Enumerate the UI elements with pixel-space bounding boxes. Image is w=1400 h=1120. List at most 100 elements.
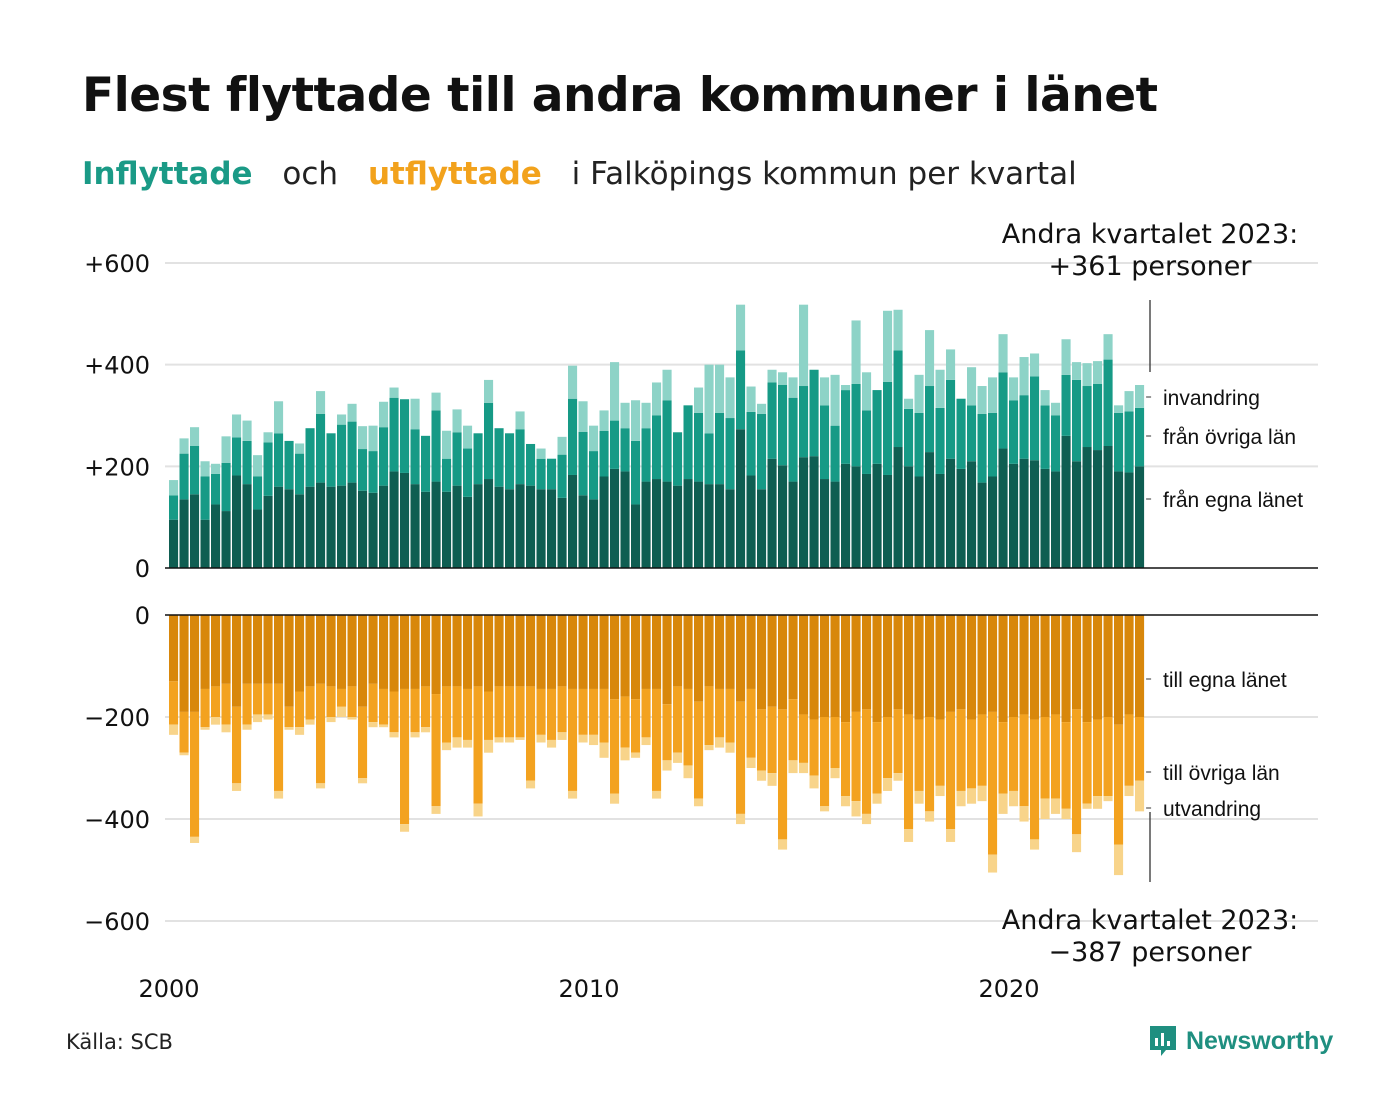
bar-out-utvandring xyxy=(757,770,767,781)
bar-out-egna-lanet xyxy=(421,615,431,687)
bar-in-egna-lanet xyxy=(1030,460,1040,568)
bar-out-egna-lanet xyxy=(967,615,977,720)
bar-out-ovriga-lan xyxy=(610,699,620,794)
bar-out-ovriga-lan xyxy=(358,706,368,779)
bar-out-ovriga-lan xyxy=(673,686,683,753)
bar-in-egna-lanet xyxy=(935,473,945,568)
bar-out-utvandring xyxy=(820,806,830,812)
bar-in-egna-lanet xyxy=(337,485,347,568)
bar-in-invandring xyxy=(998,334,1008,373)
bar-in-ovriga-lan xyxy=(284,440,294,490)
bar-out-utvandring xyxy=(442,742,452,751)
bar-in-egna-lanet xyxy=(809,456,819,568)
bar-in-egna-lanet xyxy=(694,481,704,568)
bar-in-invandring xyxy=(725,377,735,419)
bar-in-ovriga-lan xyxy=(809,369,819,457)
bar-in-egna-lanet xyxy=(746,475,756,568)
bar-out-ovriga-lan xyxy=(379,688,389,725)
y-tick-label-top: +600 xyxy=(84,250,150,278)
bar-out-utvandring xyxy=(452,737,462,748)
bar-in-egna-lanet xyxy=(263,495,273,568)
bar-out-utvandring xyxy=(568,790,578,799)
bar-in-invandring xyxy=(631,400,641,441)
bar-in-ovriga-lan xyxy=(221,462,231,512)
bar-out-utvandring xyxy=(1040,798,1050,819)
bar-out-egna-lanet xyxy=(578,615,588,689)
bar-out-ovriga-lan xyxy=(1082,722,1092,804)
bar-in-egna-lanet xyxy=(967,461,977,568)
y-tick-label-bottom: −200 xyxy=(84,704,150,732)
bar-out-ovriga-lan xyxy=(914,719,924,791)
bar-in-egna-lanet xyxy=(946,458,956,568)
bar-in-invandring xyxy=(1051,402,1061,416)
bar-out-egna-lanet xyxy=(253,615,263,684)
bar-out-egna-lanet xyxy=(872,615,882,723)
bar-in-ovriga-lan xyxy=(242,440,252,485)
bar-out-ovriga-lan xyxy=(1019,714,1029,807)
bar-out-utvandring xyxy=(988,854,998,873)
bar-in-invandring xyxy=(788,377,798,398)
bar-out-ovriga-lan xyxy=(190,711,200,837)
bar-in-invandring xyxy=(389,387,399,398)
bar-out-egna-lanet xyxy=(977,615,987,715)
bar-in-invandring xyxy=(925,330,935,387)
bar-in-invandring xyxy=(442,430,452,459)
bar-out-egna-lanet xyxy=(851,615,861,712)
bar-out-ovriga-lan xyxy=(337,688,347,707)
bar-out-ovriga-lan xyxy=(389,691,399,733)
bar-in-ovriga-lan xyxy=(1019,395,1029,459)
bar-out-ovriga-lan xyxy=(736,701,746,814)
bar-in-egna-lanet xyxy=(557,497,567,568)
bar-out-utvandring xyxy=(242,724,252,730)
bar-out-utvandring xyxy=(914,790,924,804)
bar-in-egna-lanet xyxy=(232,475,242,568)
bar-out-ovriga-lan xyxy=(179,711,189,753)
bar-in-ovriga-lan xyxy=(620,428,630,472)
bar-out-utvandring xyxy=(421,727,431,733)
bar-in-ovriga-lan xyxy=(872,390,882,464)
bar-in-invandring xyxy=(694,387,704,413)
bar-in-invandring xyxy=(179,438,189,454)
bar-out-utvandring xyxy=(925,811,935,822)
bar-out-ovriga-lan xyxy=(431,694,441,807)
bar-in-invandring xyxy=(662,369,672,401)
bar-in-egna-lanet xyxy=(400,472,410,568)
bar-in-egna-lanet xyxy=(347,482,357,568)
bar-in-ovriga-lan xyxy=(358,449,368,491)
bar-in-ovriga-lan xyxy=(1040,405,1050,469)
bar-out-utvandring xyxy=(746,757,756,768)
bar-in-invandring xyxy=(463,425,473,449)
bar-in-ovriga-lan xyxy=(169,495,179,520)
bar-in-egna-lanet xyxy=(704,484,714,568)
bar-out-utvandring xyxy=(179,752,189,756)
bar-in-egna-lanet xyxy=(190,494,200,568)
bar-out-utvandring xyxy=(200,727,210,730)
bar-in-egna-lanet xyxy=(904,466,914,568)
bar-in-invandring xyxy=(200,461,210,477)
bar-in-ovriga-lan xyxy=(988,412,998,477)
bar-out-egna-lanet xyxy=(463,615,473,689)
bar-in-egna-lanet xyxy=(841,463,851,568)
bar-out-utvandring xyxy=(610,793,620,804)
subtitle-inflyttade: Inflyttade xyxy=(82,156,253,192)
bar-out-ovriga-lan xyxy=(1051,714,1061,799)
bar-out-egna-lanet xyxy=(389,615,399,692)
bar-out-egna-lanet xyxy=(505,615,515,687)
bar-out-utvandring xyxy=(221,724,231,733)
bar-in-egna-lanet xyxy=(767,458,777,568)
bar-in-ovriga-lan xyxy=(295,453,305,495)
bar-in-ovriga-lan xyxy=(1114,412,1124,472)
bar-in-invandring xyxy=(1103,334,1113,360)
bar-out-egna-lanet xyxy=(914,615,924,720)
bar-out-ovriga-lan xyxy=(263,683,273,715)
bar-out-ovriga-lan xyxy=(757,709,767,771)
bar-out-egna-lanet xyxy=(893,615,903,710)
bar-out-utvandring xyxy=(295,727,305,735)
bar-in-invandring xyxy=(799,304,809,387)
bar-out-utvandring xyxy=(557,732,567,740)
bar-out-utvandring xyxy=(547,739,557,748)
bar-in-egna-lanet xyxy=(473,484,483,568)
bar-out-egna-lanet xyxy=(221,615,231,684)
bar-out-utvandring xyxy=(326,717,336,723)
bar-in-ovriga-lan xyxy=(337,424,347,486)
